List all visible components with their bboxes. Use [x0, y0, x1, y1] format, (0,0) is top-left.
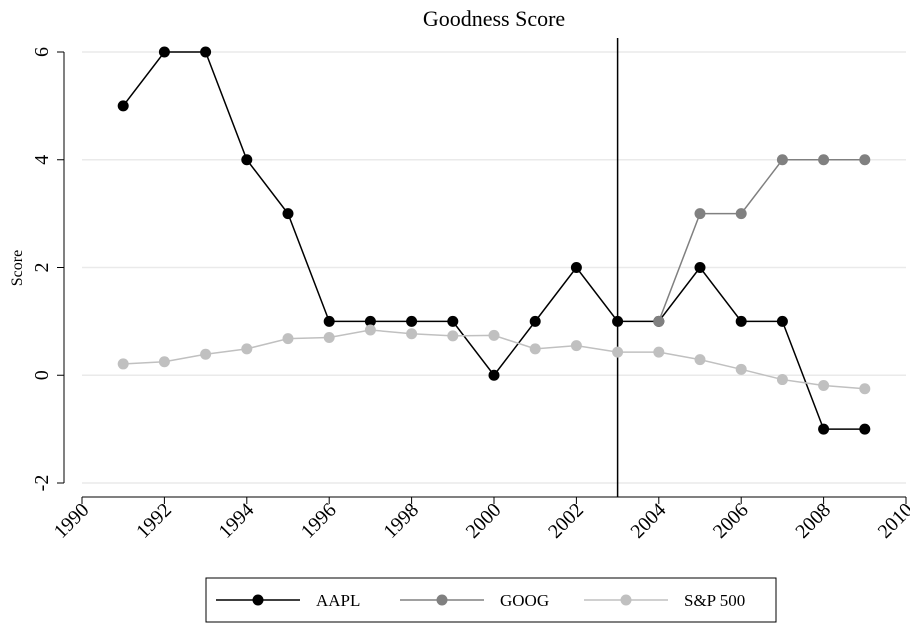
y-tick-label: 4: [31, 155, 53, 165]
legend-marker: [252, 594, 264, 606]
marker: [735, 363, 747, 375]
legend-label: GOOG: [500, 591, 549, 610]
chart-title: Goodness Score: [423, 6, 565, 31]
marker: [859, 383, 871, 395]
marker: [735, 208, 747, 220]
marker: [447, 315, 459, 327]
marker: [570, 340, 582, 352]
marker: [447, 330, 459, 342]
marker: [117, 358, 129, 370]
y-tick-label: -2: [31, 475, 53, 492]
marker: [653, 346, 665, 358]
legend-label: AAPL: [316, 591, 360, 610]
marker: [529, 343, 541, 355]
marker: [735, 315, 747, 327]
marker: [488, 329, 500, 341]
marker: [282, 333, 294, 345]
legend: AAPL GOOG S&P 500: [205, 577, 777, 623]
x-tick-label: 2000: [462, 499, 506, 543]
marker: [694, 262, 706, 273]
x-tick-label: 2004: [626, 499, 670, 543]
marker: [241, 154, 253, 166]
marker: [570, 262, 582, 273]
x-tick-label: 1996: [297, 499, 341, 543]
legend-marker: [436, 594, 448, 606]
marker: [818, 154, 830, 166]
marker: [818, 379, 830, 391]
marker: [653, 315, 665, 327]
legend-box: [205, 577, 777, 623]
x-tick-label: 1994: [214, 499, 258, 543]
marker: [612, 315, 624, 327]
marker: [694, 208, 706, 220]
x-tick-label: 2002: [544, 499, 588, 543]
marker: [406, 328, 418, 340]
y-axis-label: Score: [9, 250, 26, 286]
marker: [612, 346, 624, 358]
marker: [117, 100, 129, 112]
marker: [158, 46, 170, 58]
marker: [406, 315, 418, 327]
x-tick-label: 2008: [791, 499, 835, 543]
marker: [158, 356, 170, 368]
marker: [859, 154, 871, 166]
marker: [776, 374, 788, 386]
x-tick-label: 1992: [132, 499, 176, 543]
legend-label: S&P 500: [684, 591, 745, 610]
marker: [776, 154, 788, 166]
marker: [323, 315, 335, 327]
y-tick-label: 6: [31, 47, 53, 57]
y-tick-label: 2: [31, 263, 53, 273]
marker: [323, 332, 335, 344]
marker: [529, 315, 541, 327]
marker: [488, 369, 500, 381]
y-tick-label: 0: [31, 370, 53, 380]
marker: [694, 354, 706, 366]
marker: [282, 208, 294, 220]
series-line: [658, 159, 865, 322]
x-tick-label: 2010: [874, 499, 910, 543]
x-tick-label: 1990: [50, 499, 94, 543]
marker: [200, 46, 212, 58]
marker: [241, 343, 253, 355]
marker: [818, 423, 830, 435]
marker: [200, 348, 212, 360]
marker: [364, 324, 376, 336]
x-tick-label: 1998: [379, 499, 423, 543]
marker: [776, 315, 788, 327]
legend-marker: [620, 594, 632, 606]
marker: [364, 315, 376, 327]
x-tick-label: 2006: [709, 499, 753, 543]
marker: [859, 423, 871, 435]
